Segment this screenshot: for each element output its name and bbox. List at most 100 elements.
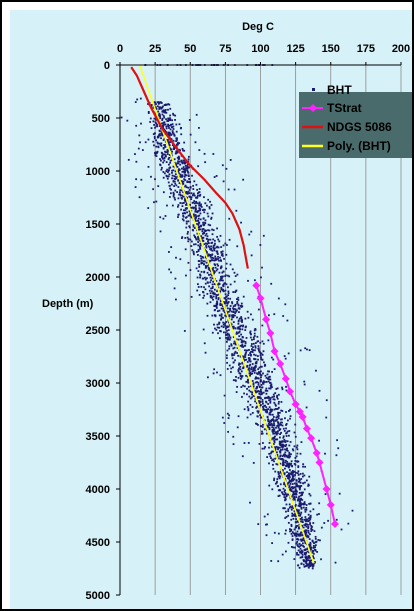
bht-point	[206, 314, 209, 317]
bht-point	[263, 408, 266, 411]
bht-point	[297, 564, 299, 567]
bht-point	[201, 209, 204, 211]
bht-point	[195, 267, 198, 270]
bht-point	[173, 146, 175, 148]
bht-point	[288, 456, 291, 459]
bht-point	[274, 448, 277, 451]
bht-point	[215, 304, 218, 307]
bht-point	[216, 303, 219, 306]
bht-point	[197, 237, 200, 239]
bht-point	[147, 138, 150, 141]
bht-point	[207, 266, 210, 269]
bht-point	[284, 485, 287, 488]
bht-point	[182, 202, 185, 204]
bht-point	[256, 390, 259, 393]
bht-point	[194, 243, 197, 246]
bht-point	[294, 490, 297, 493]
bht-outlier	[232, 443, 235, 446]
bht-point	[175, 137, 178, 140]
bht-outlier	[223, 422, 226, 424]
bht-point	[240, 302, 243, 305]
bht-point	[216, 290, 218, 293]
bht-point	[296, 448, 299, 451]
tstrat-marker	[256, 294, 265, 303]
bht-point	[294, 546, 296, 549]
bht-point	[193, 234, 196, 237]
bht-point	[239, 304, 242, 307]
bht-point	[253, 368, 256, 371]
bht-point	[203, 208, 206, 211]
bht-point	[168, 154, 171, 156]
bht-outlier	[159, 216, 162, 219]
bht-point	[268, 462, 270, 465]
bht-point	[211, 314, 214, 317]
bht-point	[308, 502, 311, 505]
bht-point	[314, 544, 317, 547]
bht-point	[240, 333, 243, 336]
bht-outlier	[170, 246, 173, 249]
bht-point	[169, 166, 172, 169]
bht-point	[233, 307, 235, 310]
bht-point	[175, 144, 178, 146]
bht-point	[226, 329, 228, 332]
bht-point	[227, 310, 230, 313]
bht-point	[285, 493, 288, 496]
bht-point	[225, 267, 228, 270]
bht-point	[209, 292, 212, 295]
bht-point	[239, 374, 242, 377]
bht-point	[296, 540, 299, 543]
bht-point	[175, 150, 178, 153]
bht-point	[284, 455, 286, 458]
bht-point	[227, 294, 230, 297]
bht-point	[216, 310, 219, 313]
bht-point	[264, 363, 266, 366]
bht-point	[233, 342, 235, 345]
bht-point	[221, 289, 224, 291]
bht-point	[297, 460, 300, 463]
bht-point	[181, 175, 184, 178]
bht-point	[242, 355, 245, 358]
bht-point	[309, 533, 311, 536]
bht-point	[304, 523, 307, 525]
bht-outlier	[277, 297, 280, 300]
bht-point	[303, 518, 306, 521]
bht-point	[222, 316, 224, 319]
bht-point	[168, 144, 171, 147]
bht-point	[309, 543, 312, 545]
bht-point	[291, 477, 294, 480]
bht-outlier	[194, 141, 197, 144]
bht-point	[177, 170, 180, 173]
bht-point	[163, 144, 166, 146]
bht-point	[176, 150, 179, 153]
bht-point	[270, 356, 273, 359]
bht-point	[287, 466, 290, 469]
bht-outlier	[270, 282, 273, 285]
bht-point	[239, 372, 242, 375]
bht-point	[201, 237, 204, 239]
bht-point	[177, 186, 180, 188]
bht-point	[197, 250, 200, 253]
bht-point	[220, 318, 222, 321]
bht-point	[299, 513, 302, 516]
bht-point	[219, 302, 222, 305]
bht-point	[180, 174, 183, 177]
bht-point	[196, 232, 199, 235]
bht-point	[257, 383, 260, 386]
bht-point	[245, 351, 248, 354]
bht-point	[267, 397, 270, 399]
bht-point	[274, 446, 277, 449]
bht-point	[188, 214, 191, 217]
bht-point	[186, 192, 189, 195]
bht-point	[252, 336, 255, 339]
bht-point	[278, 494, 281, 497]
bht-point	[199, 274, 202, 277]
bht-point	[164, 150, 166, 153]
bht-point	[235, 391, 238, 393]
bht-point	[271, 445, 274, 448]
bht-outlier	[204, 351, 207, 354]
bht-point	[171, 171, 173, 174]
bht-point	[277, 426, 280, 429]
bht-point	[275, 404, 277, 407]
tstrat-marker	[262, 315, 271, 324]
bht-point	[212, 295, 215, 298]
